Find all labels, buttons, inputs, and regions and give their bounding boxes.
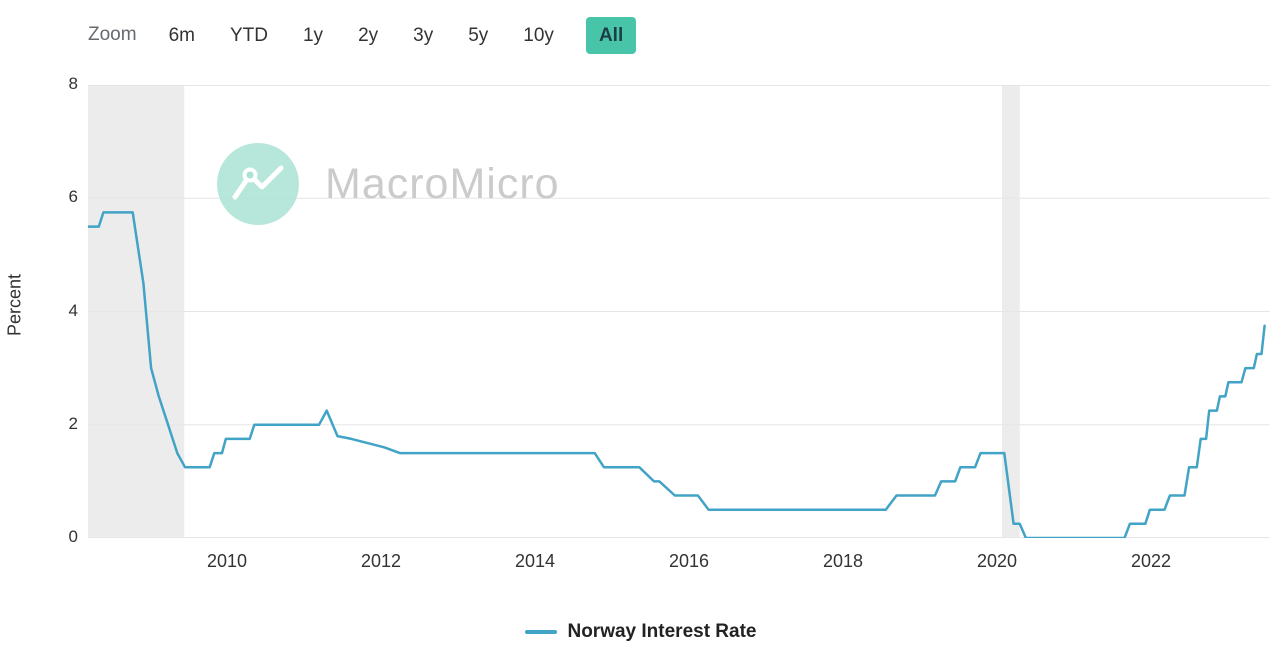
interest-rate-line-chart[interactable] — [88, 85, 1270, 538]
y-tick-label: 2 — [68, 414, 78, 433]
range-button-all[interactable]: All — [585, 16, 637, 54]
y-axis-title: Percent — [4, 273, 25, 337]
range-button-3y[interactable]: 3y — [410, 20, 436, 51]
x-tick-label: 2018 — [822, 551, 864, 571]
range-button-2y[interactable]: 2y — [355, 20, 381, 51]
x-tick-label: 2020 — [976, 551, 1018, 571]
legend-item-norway-interest-rate[interactable]: Norway Interest Rate — [0, 616, 1282, 648]
y-tick-label: 6 — [68, 187, 78, 206]
line-chart-plot-area[interactable] — [88, 85, 1270, 538]
range-button-6m[interactable]: 6m — [166, 20, 198, 51]
x-tick-label: 2016 — [668, 551, 710, 571]
x-tick-label: 2010 — [206, 551, 248, 571]
legend-label: Norway Interest Rate — [567, 621, 757, 642]
x-tick-label: 2012 — [360, 551, 402, 571]
range-button-1y[interactable]: 1y — [300, 20, 326, 51]
y-tick-label: 4 — [68, 301, 78, 320]
range-button-10y[interactable]: 10y — [520, 20, 557, 51]
y-tick-label: 0 — [68, 527, 78, 546]
range-button-ytd[interactable]: YTD — [227, 20, 271, 51]
y-tick-label: 8 — [68, 74, 78, 93]
legend-line-marker — [525, 630, 558, 634]
series-line-norway-interest-rate[interactable] — [88, 211, 1266, 538]
x-tick-label: 2014 — [514, 551, 556, 571]
zoom-label: Zoom — [88, 24, 137, 45]
zoom-range-toolbar: Zoom 6m YTD 1y 2y 3y 5y 10y All — [88, 14, 637, 56]
range-button-5y[interactable]: 5y — [465, 20, 491, 51]
x-tick-label: 2022 — [1130, 551, 1172, 571]
